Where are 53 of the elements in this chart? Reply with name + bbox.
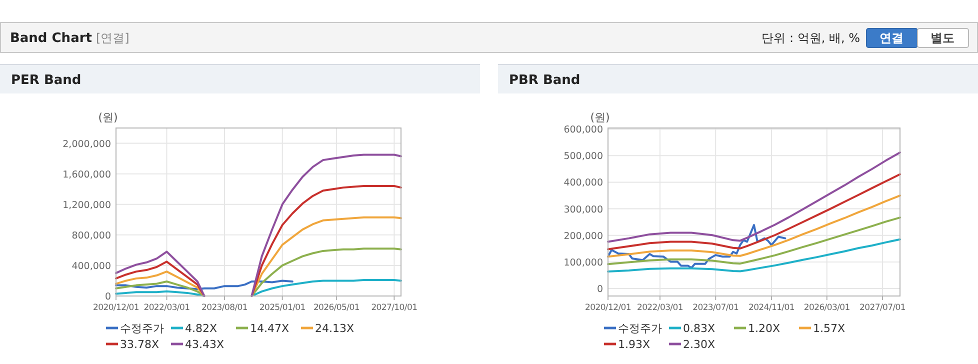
y-tick-label: 300,000 [564, 204, 603, 216]
chart-title: PBR Band [509, 73, 580, 88]
legend-label: 1.93X [618, 338, 650, 351]
legend-label: 2.30X [683, 338, 716, 351]
y-tick-label: 800,000 [72, 230, 111, 242]
legend-label: 1.57X [813, 322, 846, 335]
y-tick-label: 400,000 [72, 260, 111, 272]
line-series [607, 224, 786, 269]
legend-label: 33.78X [120, 338, 160, 351]
x-tick-label: 2020/12/01 [585, 303, 631, 313]
text: [연결] [96, 31, 130, 45]
legend-label: 43.43X [185, 338, 224, 351]
y-tick-label: 200,000 [564, 230, 603, 242]
text: 단위 : 억원, 배, % [762, 31, 860, 45]
y-tick-label: 0 [596, 284, 603, 296]
y-tick-label: 600,000 [564, 124, 603, 136]
x-tick-label: 2027/10/01 [371, 303, 418, 313]
chart-title: PER Band [11, 73, 82, 88]
line-series [607, 173, 901, 250]
text: Band Chart [10, 31, 92, 46]
x-tick-label: 2025/01/01 [259, 303, 306, 313]
y-tick-label: 1,200,000 [62, 200, 111, 211]
y-tick-label: 500,000 [564, 151, 603, 162]
legend-label: 수정주가 [120, 322, 164, 335]
x-tick-label: 2020/12/01 [93, 303, 139, 313]
y-tick-label: 0 [104, 292, 111, 302]
y-tick-label: 100,000 [564, 257, 603, 268]
legend-label: 14.47X [250, 322, 290, 335]
y-tick-label: 400,000 [564, 178, 603, 189]
line-series [115, 280, 294, 290]
x-tick-label: 2022/03/01 [144, 303, 190, 313]
x-tick-label: 2023/08/01 [201, 303, 248, 313]
x-tick-label: 2027/07/01 [860, 303, 906, 313]
line-series [607, 216, 901, 266]
y-axis-title: (원) [98, 111, 118, 124]
legend-label: 0.83X [683, 322, 716, 335]
legend-label: 수정주가 [618, 322, 662, 335]
legend-label: 4.82X [185, 322, 218, 335]
y-axis-title: (원) [590, 111, 610, 124]
text: 별도 [930, 31, 954, 45]
line-series [607, 151, 901, 243]
legend-label: 1.20X [748, 322, 780, 335]
x-tick-label: 2026/05/01 [313, 303, 360, 313]
x-tick-label: 2026/03/01 [804, 303, 850, 313]
legend-label: 24.13X [315, 322, 354, 335]
y-tick-label: 1,600,000 [62, 169, 111, 180]
line-series [607, 194, 901, 258]
x-tick-label: 2024/11/01 [748, 303, 794, 313]
y-tick-label: 2,000,000 [62, 138, 111, 150]
x-tick-label: 2023/07/01 [692, 303, 739, 313]
text: 연결 [880, 31, 904, 45]
x-tick-label: 2022/03/01 [636, 303, 683, 313]
line-series [607, 238, 901, 273]
